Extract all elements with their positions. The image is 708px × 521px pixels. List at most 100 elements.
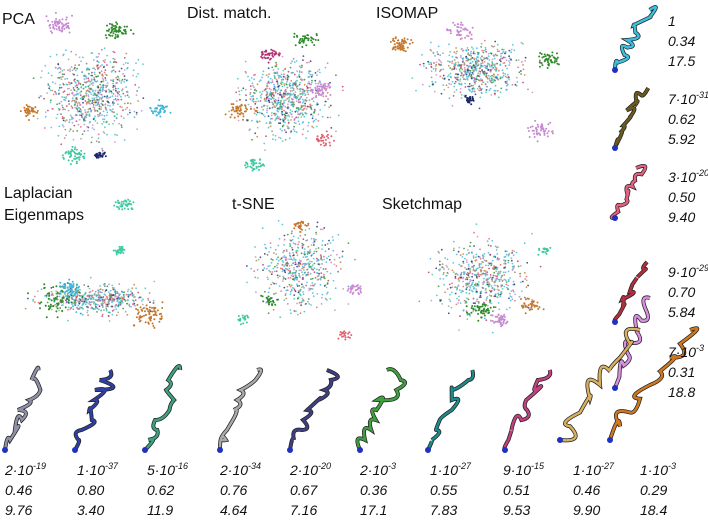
point: [281, 111, 283, 113]
point: [460, 22, 462, 24]
point: [505, 322, 507, 324]
point: [489, 254, 491, 256]
point: [539, 61, 541, 63]
point: [520, 73, 522, 75]
point: [37, 110, 39, 112]
point: [65, 19, 67, 21]
point: [303, 55, 305, 57]
point: [97, 156, 99, 158]
point: [266, 98, 268, 100]
point: [126, 26, 128, 28]
point: [130, 306, 132, 308]
point: [484, 315, 486, 317]
point: [475, 288, 477, 290]
point: [462, 286, 464, 288]
point: [511, 260, 513, 262]
point: [261, 113, 263, 115]
point: [159, 116, 161, 118]
point: [108, 300, 110, 302]
point: [63, 54, 65, 56]
point: [49, 86, 51, 88]
point: [444, 257, 446, 259]
point: [488, 55, 490, 57]
point: [276, 79, 278, 81]
point: [119, 80, 121, 82]
point: [308, 288, 310, 290]
point-cloud: [225, 33, 344, 172]
point: [270, 49, 272, 51]
point: [264, 149, 266, 151]
point: [123, 81, 125, 83]
point: [100, 106, 102, 108]
point: [90, 83, 92, 85]
point: [106, 55, 108, 57]
point: [95, 81, 97, 83]
point: [476, 276, 478, 278]
point: [430, 63, 432, 65]
point: [102, 289, 104, 291]
point: [67, 22, 69, 24]
point: [465, 69, 467, 71]
point: [115, 25, 117, 27]
point: [113, 205, 115, 207]
point: [145, 321, 147, 323]
point: [286, 112, 288, 114]
point: [433, 68, 435, 70]
point: [112, 51, 114, 53]
point: [513, 291, 515, 293]
point: [431, 70, 433, 72]
point: [111, 314, 113, 316]
point: [106, 289, 108, 291]
score-base: 1·10: [430, 462, 458, 478]
point: [76, 91, 78, 93]
point: [480, 89, 482, 91]
point: [73, 291, 75, 293]
point: [76, 98, 78, 100]
point: [279, 238, 281, 240]
point: [101, 303, 103, 305]
point: [504, 256, 506, 258]
point: [105, 34, 107, 36]
point: [118, 123, 120, 125]
point: [318, 69, 320, 71]
point: [487, 81, 489, 83]
point: [466, 318, 468, 320]
point: [106, 298, 108, 300]
point: [322, 85, 324, 87]
point: [453, 241, 455, 243]
point: [317, 71, 319, 73]
point: [110, 290, 112, 292]
point: [410, 39, 412, 41]
point: [119, 248, 121, 250]
terminus: [502, 447, 508, 453]
point: [83, 302, 85, 304]
point: [301, 302, 303, 304]
point: [333, 140, 335, 142]
point: [503, 75, 505, 77]
point: [77, 305, 79, 307]
point: [454, 83, 456, 85]
point: [466, 286, 468, 288]
point: [465, 28, 467, 30]
point: [94, 74, 96, 76]
point: [328, 248, 330, 250]
point: [327, 137, 329, 139]
point: [251, 160, 253, 162]
point: [460, 88, 462, 90]
point: [461, 97, 463, 99]
terminus: [217, 447, 223, 453]
point: [116, 134, 118, 136]
point: [489, 78, 491, 80]
point: [257, 112, 259, 114]
point: [45, 305, 47, 307]
point: [254, 246, 256, 248]
point: [301, 80, 303, 82]
point: [51, 108, 53, 110]
point: [318, 85, 320, 87]
point: [302, 238, 304, 240]
point: [412, 42, 414, 44]
point: [98, 154, 100, 156]
point: [288, 93, 290, 95]
point: [56, 25, 58, 27]
point: [51, 90, 53, 92]
